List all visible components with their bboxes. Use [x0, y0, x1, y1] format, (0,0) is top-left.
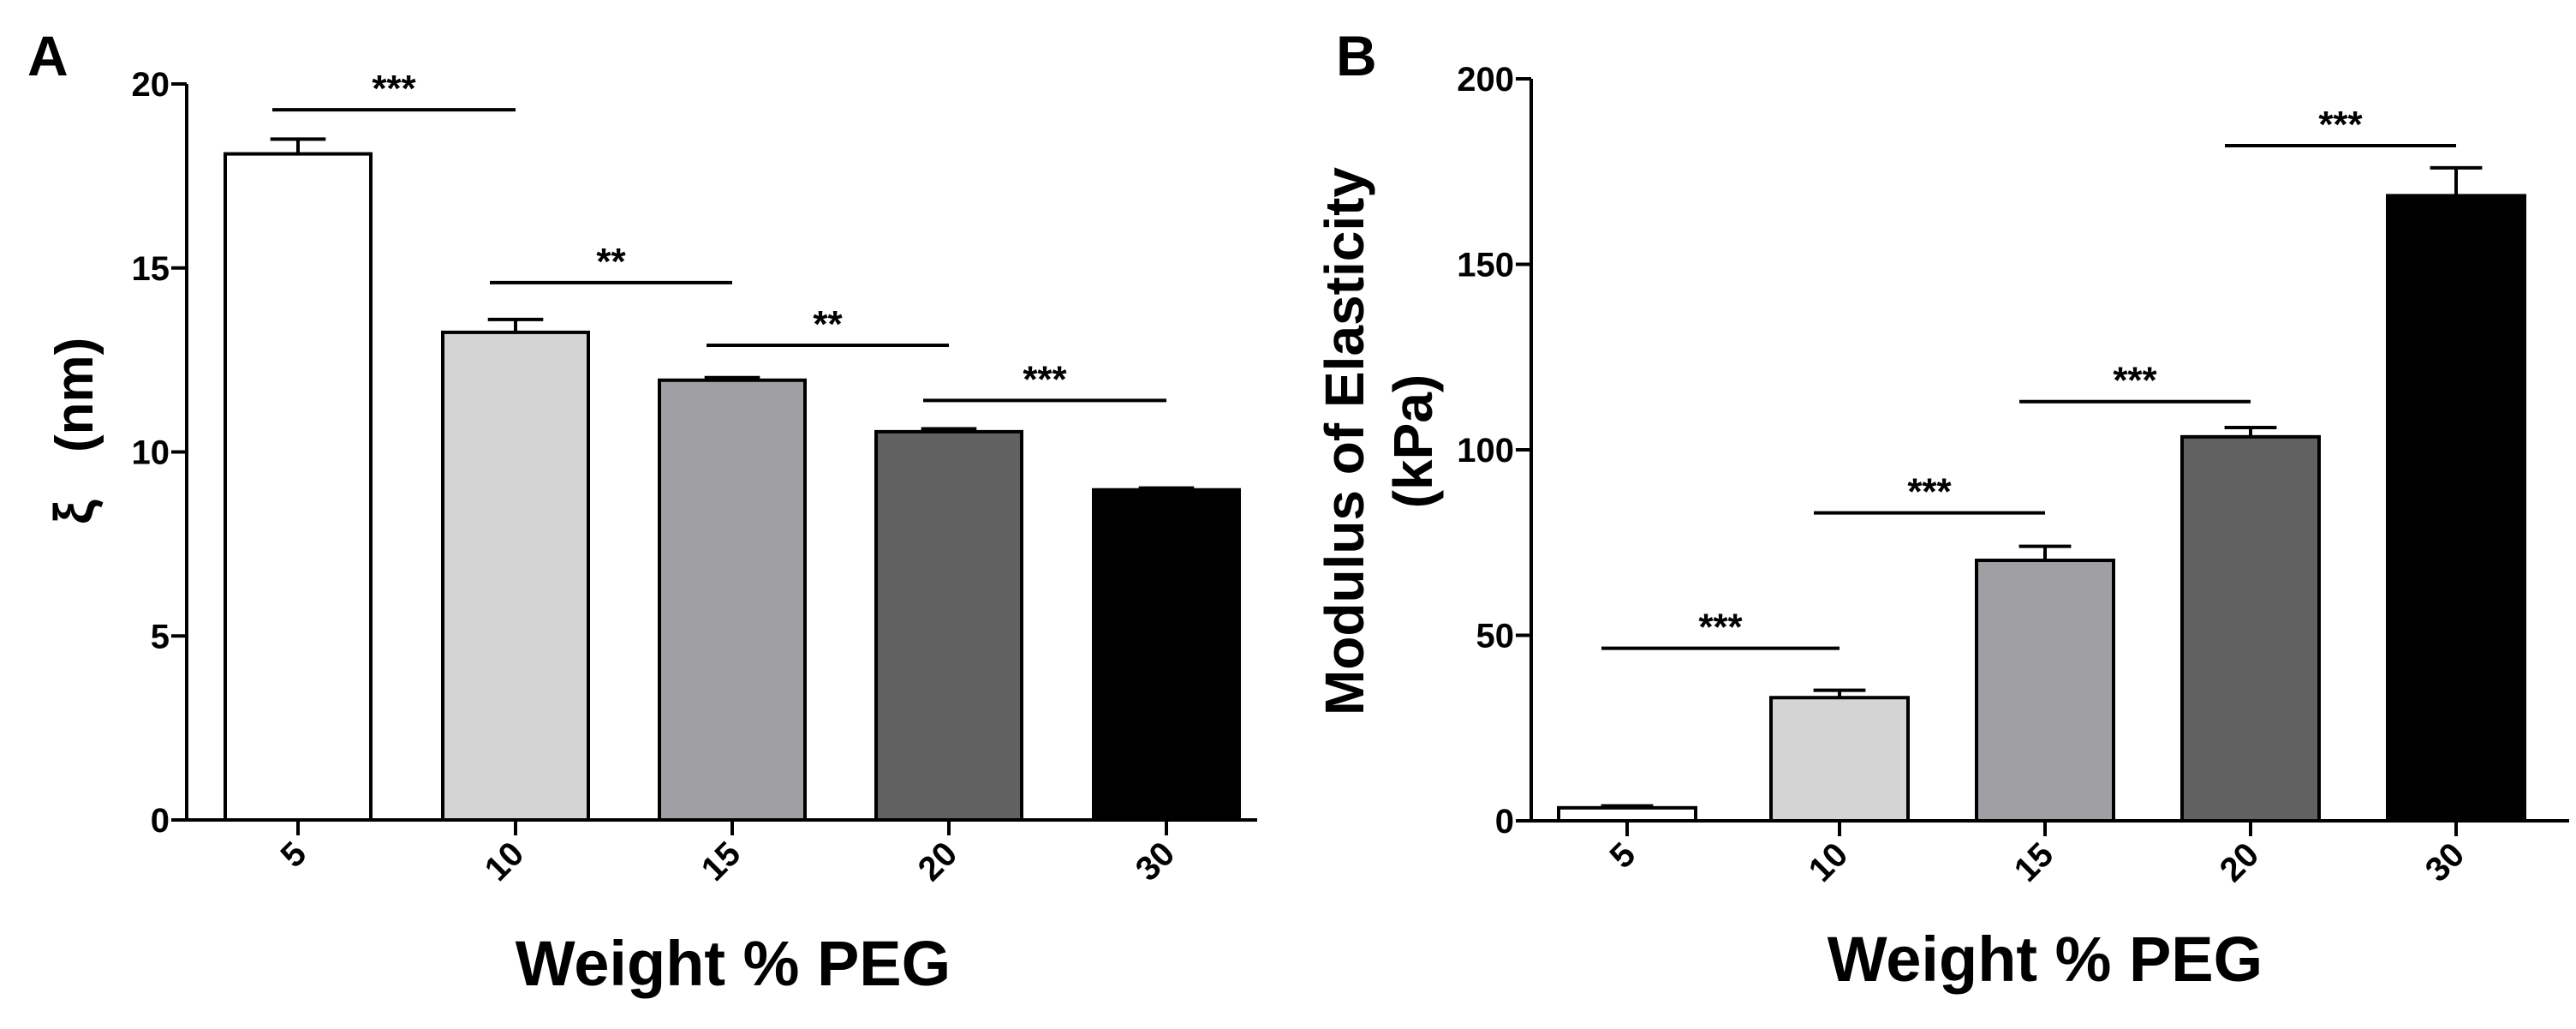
- panel-a-significance-label-4: ***: [1023, 358, 1067, 400]
- panel-b-significance-label-1: ***: [1698, 607, 1743, 649]
- panel-b-x-tick-label-30: 30: [2418, 835, 2472, 889]
- panel-a-y-tick-label-10: 10: [132, 434, 170, 472]
- panel-b-x-tick-label-5: 5: [1603, 835, 1643, 876]
- panel-b-bar-30: [2386, 194, 2526, 823]
- panel-b-y-tick-label-0: 0: [1495, 803, 1514, 841]
- panel-b-error-bar-20: [2224, 426, 2277, 437]
- panel-b: B Modulus of Elasticity (kPa) Weight % P…: [1314, 24, 2569, 995]
- panel-b-x-axis-label: Weight % PEG: [1828, 924, 2263, 995]
- panel-b-error-bar-15: [2018, 544, 2072, 561]
- panel-a-significance-label-3: **: [813, 303, 843, 345]
- panel-a-y-tick-label-15: 15: [132, 250, 170, 288]
- panel-a: A ξ (nm) Weight % PEG 0 5 10 15 20 5 10 15 20 30 *…: [27, 24, 1257, 999]
- panel-a-y-axis-symbol: ξ: [43, 500, 104, 524]
- panel-b-y-tick-label-100: 100: [1457, 432, 1514, 470]
- panel-b-error-bar-5: [1601, 804, 1654, 808]
- panel-b-significance-label-3: ***: [2113, 360, 2157, 402]
- panel-b-error-bar-10: [1813, 688, 1866, 698]
- panel-b-plot: 0 50 100 150 200 5 10 15 20 30 *** *** *** ***: [1457, 61, 2569, 889]
- panel-b-bar-15: [1975, 559, 2115, 823]
- panel-b-y-tick-label-50: 50: [1476, 618, 1515, 655]
- panel-b-significance-label-2: ***: [1907, 471, 1952, 513]
- panel-b-bar-10: [1769, 696, 1910, 823]
- panel-b-bar-5: [1557, 805, 1697, 823]
- panel-a-x-tick-label-30: 30: [1129, 835, 1183, 888]
- panel-a-significance-label-2: **: [596, 241, 626, 283]
- panel-a-y-tick-label-20: 20: [132, 66, 170, 104]
- panel-a-x-tick-label-10: 10: [478, 835, 532, 888]
- panel-b-y-axis-unit: (kPa): [1382, 374, 1444, 509]
- panel-b-x-tick-label-20: 20: [2213, 835, 2267, 889]
- panel-a-x-tick-label-15: 15: [695, 835, 748, 888]
- panel-b-y-axis-label: Modulus of Elasticity (kPa): [1314, 167, 1444, 715]
- panel-b-y-tick-label-200: 200: [1457, 61, 1514, 99]
- panel-a-x-tick-label-5: 5: [274, 835, 314, 875]
- panel-a-error-bar-30: [1138, 486, 1195, 490]
- panel-b-x-tick-label-10: 10: [1802, 835, 1856, 889]
- panel-a-error-bar-5: [270, 137, 326, 154]
- panel-a-significance-label-1: ***: [372, 68, 416, 110]
- panel-a-error-bar-15: [704, 375, 760, 380]
- panel-a-x-tick-label-20: 20: [911, 835, 965, 888]
- panel-a-bar-15: [658, 378, 807, 822]
- panel-a-error-bar-20: [921, 427, 977, 432]
- panel-a-bar-10: [441, 330, 590, 823]
- panel-b-y-tick-label-150: 150: [1457, 247, 1514, 284]
- panel-a-x-axis-label: Weight % PEG: [516, 928, 951, 999]
- panel-a-y-axis-unit: (nm): [45, 338, 104, 452]
- panel-a-y-axis-label: ξ (nm): [43, 338, 104, 524]
- panel-a-bar-20: [874, 429, 1023, 822]
- panel-a-y-tick-label-5: 5: [151, 618, 170, 655]
- panel-b-y-axis-title: Modulus of Elasticity: [1314, 167, 1375, 715]
- panel-b-bar-20: [2180, 434, 2321, 823]
- panel-b-error-bar-30: [2430, 165, 2483, 196]
- panel-b-significance-label-4: ***: [2318, 104, 2363, 146]
- panel-b-label: B: [1336, 24, 1377, 87]
- panel-a-bar-30: [1092, 488, 1241, 823]
- panel-a-y-tick-label-0: 0: [151, 802, 170, 840]
- panel-a-bar-5: [224, 152, 373, 823]
- panel-a-label: A: [27, 24, 69, 87]
- panel-b-x-tick-label-15: 15: [2007, 835, 2061, 889]
- panel-a-error-bar-10: [487, 317, 544, 332]
